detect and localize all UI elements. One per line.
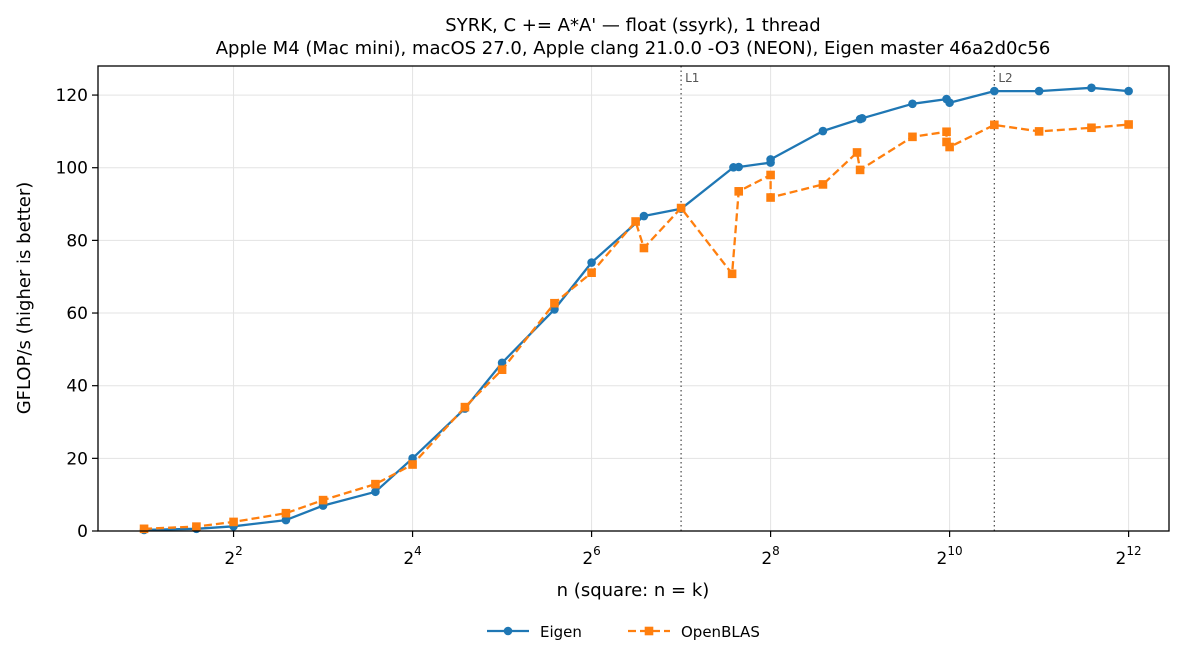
x-tick-label: 26 (582, 544, 600, 569)
x-tick-label: 210 (937, 544, 963, 569)
openblas-point (318, 495, 328, 505)
openblas-point (945, 142, 954, 152)
openblas-point (818, 180, 828, 189)
y-tick-label: 0 (77, 522, 88, 542)
openblas-point (1124, 120, 1133, 129)
x-tick-base: 2 (1116, 549, 1127, 569)
eigen-point (371, 487, 380, 497)
grid (98, 66, 1169, 532)
openblas-line (144, 123, 1129, 530)
eigen-point (1034, 86, 1044, 96)
x-tick-exponent: 4 (414, 544, 422, 558)
openblas-point (639, 243, 649, 253)
openblas-point (727, 269, 737, 279)
eigen-point (1087, 83, 1096, 93)
eigen-point (990, 86, 999, 96)
x-tick-base: 2 (403, 549, 414, 569)
x-tick-label: 28 (761, 544, 779, 569)
openblas-point (852, 148, 862, 157)
legend-item-openblas: OpenBLAS (628, 623, 760, 641)
openblas-point (1034, 127, 1044, 136)
y-axis-label: GFLOP/s (higher is better) (14, 182, 35, 415)
x-tick-exponent: 10 (947, 544, 962, 558)
y-tick-label: 40 (66, 377, 88, 397)
x-tick-label: 212 (1116, 544, 1142, 569)
eigen-point (818, 126, 828, 136)
x-tick-base: 2 (582, 549, 593, 569)
openblas-point (990, 120, 999, 130)
openblas-point (550, 298, 559, 308)
x-tick-exponent: 6 (593, 544, 601, 558)
openblas-point (192, 522, 201, 531)
openblas-point (908, 132, 917, 142)
openblas-point (139, 524, 149, 534)
cache-label-l2: L2 (998, 71, 1012, 85)
x-tick-label: 24 (403, 544, 421, 569)
openblas-point (497, 365, 507, 375)
legend-label: OpenBLAS (681, 623, 760, 641)
legend-item-eigen: Eigen (487, 623, 582, 641)
eigen-point (766, 155, 775, 164)
eigen-point (945, 98, 954, 107)
legend-label: Eigen (540, 623, 582, 641)
eigen-point (1124, 86, 1133, 96)
openblas-point (229, 517, 238, 527)
x-ticks: 22 24 26 28 210 212 (224, 531, 1142, 569)
openblas-point (281, 508, 291, 518)
x-tick-base: 2 (761, 549, 772, 569)
openblas-point (371, 479, 380, 489)
x-tick-base: 2 (937, 549, 948, 569)
plot-frame (97, 65, 1170, 532)
y-tick-label: 120 (56, 86, 88, 106)
y-tick-label: 60 (66, 304, 88, 324)
chart-subtitle: Apple M4 (Mac mini), macOS 27.0, Apple c… (216, 38, 1051, 59)
openblas-point (1087, 123, 1096, 133)
eigen-point (734, 162, 744, 172)
x-tick-exponent: 12 (1126, 544, 1141, 558)
y-tick-label: 100 (56, 159, 88, 179)
openblas-point (460, 402, 470, 412)
legend-marker (644, 626, 654, 636)
openblas-point (676, 203, 686, 213)
openblas-point (631, 217, 640, 226)
y-ticks: 0 20 40 60 80 100 120 (56, 86, 98, 542)
y-tick-label: 80 (66, 231, 88, 251)
openblas-point (408, 460, 417, 469)
cache-lines: L1 L2 (680, 66, 1013, 531)
eigen-point (639, 211, 649, 221)
eigen-point (281, 515, 291, 525)
cache-label-l1: L1 (685, 71, 699, 85)
eigen-point (908, 99, 917, 109)
openblas-point (855, 165, 865, 175)
openblas-point (942, 127, 951, 137)
openblas-point (766, 193, 775, 202)
eigen-point (857, 114, 867, 123)
legend: Eigen OpenBLAS (487, 623, 760, 641)
x-axis-label: n (square: n = k) (557, 580, 710, 601)
openblas-point (942, 137, 951, 147)
openblas-point (587, 268, 596, 278)
chart-title: SYRK, C += A*A' — float (ssyrk), 1 threa… (445, 15, 820, 36)
openblas-point (766, 170, 775, 180)
eigen-point (497, 358, 507, 368)
eigen-line (144, 86, 1129, 532)
eigen-point (587, 258, 596, 267)
x-tick-exponent: 2 (235, 544, 243, 558)
legend-marker (503, 626, 513, 636)
series (139, 83, 1133, 535)
series-eigen (139, 83, 1133, 535)
y-tick-label: 20 (66, 449, 88, 469)
x-tick-base: 2 (224, 549, 235, 569)
openblas-point (734, 187, 744, 196)
x-tick-label: 22 (224, 544, 242, 569)
x-tick-exponent: 8 (772, 544, 780, 558)
series-openblas (139, 120, 1133, 534)
